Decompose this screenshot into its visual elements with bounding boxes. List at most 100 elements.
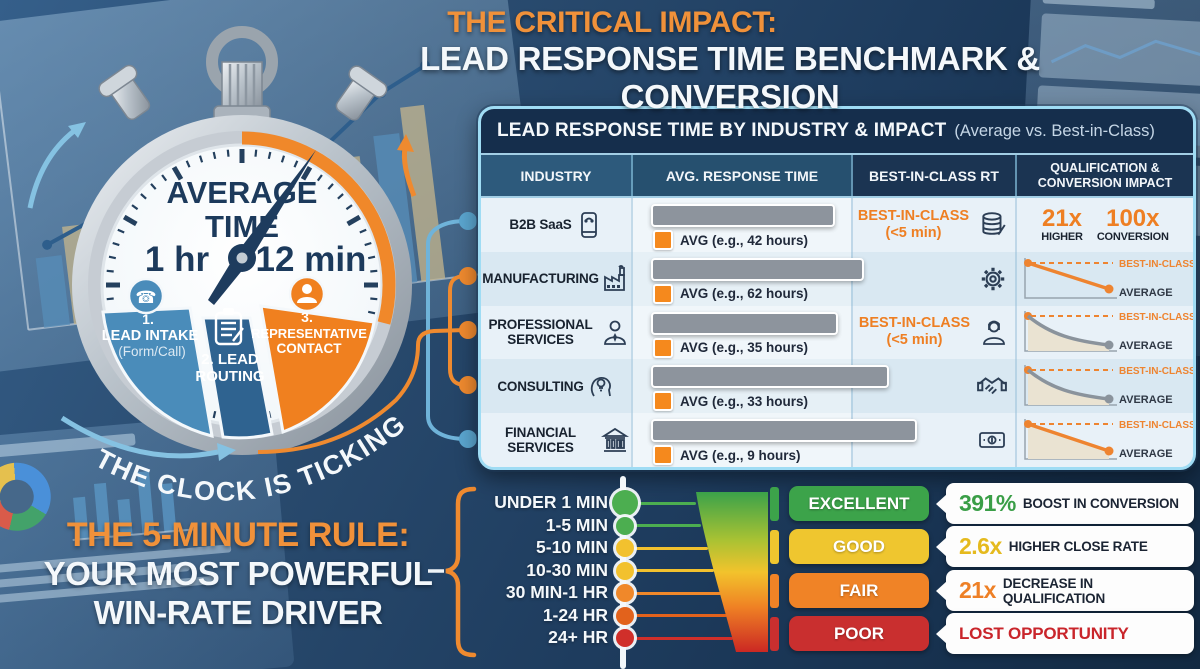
row-connector-dot-5: [459, 430, 477, 448]
impact-mini-chart: BEST-IN-CLASS AVERAGE: [1024, 311, 1193, 352]
avg-legend-swatch: [653, 230, 673, 250]
table-header-row: INDUSTRY AVG. RESPONSE TIME BEST-IN-CLAS…: [481, 153, 1193, 198]
scale-label: 1-5 MIN: [545, 515, 608, 535]
rating-tab: [770, 574, 779, 608]
scale-label: 30 MIN-1 HR: [505, 582, 608, 602]
rating-pill-excellent: EXCELLENT: [789, 486, 929, 521]
scale-connector-line: [630, 547, 708, 550]
five-minute-line3: WIN-RATE DRIVER: [93, 593, 383, 631]
chart-avg-label: AVERAGE: [1119, 394, 1173, 406]
title-line2: LEAD RESPONSE TIME BENCHMARK & CONVERSIO…: [420, 40, 1040, 115]
title-line1: THE CRITICAL IMPACT:: [447, 6, 777, 39]
avg-label: AVG (e.g., 33 hours): [680, 393, 809, 409]
idea-head-icon: [587, 372, 615, 400]
industry-name: MANUFACTURING: [482, 270, 599, 286]
table-row: B2B SaaS BEST-IN-CLASS (<5 min): [481, 198, 1193, 252]
money-icon: [976, 426, 1008, 454]
chart-avg-label: AVERAGE: [1119, 448, 1173, 460]
impact-value: 21x: [959, 577, 996, 603]
rating-pill-good: GOOD: [789, 529, 929, 564]
avg-label: AVG (e.g., 42 hours): [680, 232, 809, 248]
impact-mini-chart: BEST-IN-CLASS AVERAGE: [1024, 257, 1193, 299]
avg-legend-swatch: [653, 337, 673, 358]
decor-bars: [72, 471, 195, 542]
impact-value: 100x: [1106, 204, 1160, 232]
five-minute-line2: YOUR MOST POWERFUL: [43, 555, 433, 592]
five-minute-line1: THE 5-MINUTE RULE:: [66, 516, 410, 554]
impact-mini-chart: BEST-IN-CLASS AVERAGE: [1024, 419, 1193, 460]
impact-stats: 21x HIGHER 100x CONVERSION: [1015, 198, 1193, 252]
scale-label: 1-24 HR: [542, 605, 608, 625]
smartphone-icon: [575, 211, 603, 239]
scale-dot: [616, 584, 634, 602]
impact-value: 391%: [959, 490, 1016, 516]
avg-label: AVG (e.g., 62 hours): [680, 286, 809, 302]
scale-label: 10-30 MIN: [526, 560, 608, 580]
table-row: PROFESSIONAL SERVICES BEST-IN-CLASS (<5 m…: [481, 305, 1193, 360]
gear-icon: [978, 264, 1008, 294]
table-row: FINANCIAL SERVICES: [481, 413, 1193, 467]
background-dashboard-panel: [0, 411, 295, 669]
scale-label: 24+ HR: [548, 627, 608, 647]
chart-best-label: BEST-IN-CLASS: [1119, 312, 1193, 323]
best-in-class-note: BEST-IN-CLASS (<5 min): [858, 315, 971, 349]
impact-callout: 21x DECREASE IN QUALIFICATION: [946, 570, 1194, 611]
impact-text: LOST OPPORTUNITY: [959, 623, 1129, 643]
avg-label: AVG (e.g., 9 hours): [680, 447, 801, 463]
row-connector-dot-3: [459, 321, 477, 339]
table-body: B2B SaaS BEST-IN-CLASS (<5 min): [481, 198, 1193, 467]
impact-callout: 2.6x HIGHER CLOSE RATE: [946, 526, 1194, 567]
avg-legend-swatch: [653, 391, 673, 412]
five-minute-rule-title: THE 5-MINUTE RULE: YOUR MOST POWERFUL WI…: [28, 516, 448, 632]
scale-dot: [616, 539, 634, 557]
factory-icon: [602, 264, 630, 293]
best-in-class-note: BEST-IN-CLASS (<5 min): [857, 207, 970, 241]
impact-value: 21x: [1041, 204, 1083, 232]
impact-callout: LOST OPPORTUNITY: [946, 613, 1194, 654]
impact-mini-chart: BEST-IN-CLASS AVERAGE: [1024, 365, 1193, 406]
table-row: CONSULTING: [481, 359, 1193, 414]
avg-response-bar: [651, 257, 864, 281]
scale-dot: [612, 490, 638, 516]
col-header-avg-response: AVG. RESPONSE TIME: [631, 155, 851, 196]
avg-legend-swatch: [653, 283, 673, 304]
handshake-icon: [976, 371, 1008, 401]
scale-label: 5-10 MIN: [536, 537, 608, 557]
impact-text: BOOST IN CONVERSION: [1022, 496, 1179, 511]
avg-legend-swatch: [653, 445, 673, 466]
scale-connector-line: [630, 569, 714, 572]
scale-label: UNDER 1 MIN: [494, 492, 608, 512]
conversion-funnel: [696, 492, 768, 652]
table-title: LEAD RESPONSE TIME BY INDUSTRY & IMPACT: [497, 120, 947, 141]
rating-pill-fair: FAIR: [789, 573, 929, 608]
chart-avg-label: AVERAGE: [1119, 287, 1173, 299]
impact-label: HIGHER: [1041, 230, 1083, 243]
rating-tab: [770, 617, 779, 651]
impact-value: 2.6x: [959, 533, 1002, 559]
chart-best-label: BEST-IN-CLASS: [1119, 259, 1193, 270]
segment3-label2: CONTACT: [277, 341, 343, 356]
segment2-label: ROUTING: [195, 368, 264, 385]
chart-best-label: BEST-IN-CLASS: [1119, 420, 1193, 431]
scale-connector-line: [630, 502, 696, 505]
scale-connector-line: [630, 524, 701, 527]
industry-name: CONSULTING: [497, 378, 584, 394]
avg-response-bar: [651, 311, 839, 335]
impact-text: HIGHER CLOSE RATE: [1008, 539, 1148, 554]
impact-text: DECREASE IN QUALIFICATION: [1002, 575, 1106, 606]
col-header-industry: INDUSTRY: [481, 155, 631, 196]
scale-dot: [616, 607, 634, 625]
avg-label: AVG (e.g., 35 hours): [680, 340, 809, 356]
rating-pill-poor: POOR: [789, 616, 929, 651]
industry-name: PROFESSIONAL SERVICES: [488, 316, 593, 348]
avg-response-bar: [651, 419, 918, 443]
scale-dot: [616, 562, 634, 580]
scale-dot: [616, 629, 634, 647]
scale-connector-line: [630, 592, 721, 595]
scale-connector-line: [630, 614, 727, 617]
col-header-impact: QUALIFICATION & CONVERSION IMPACT: [1015, 155, 1193, 196]
avg-response-bar: [651, 365, 890, 389]
col-header-best-in-class: BEST-IN-CLASS RT: [851, 155, 1015, 196]
industry-name: FINANCIAL SERVICES: [505, 424, 576, 456]
